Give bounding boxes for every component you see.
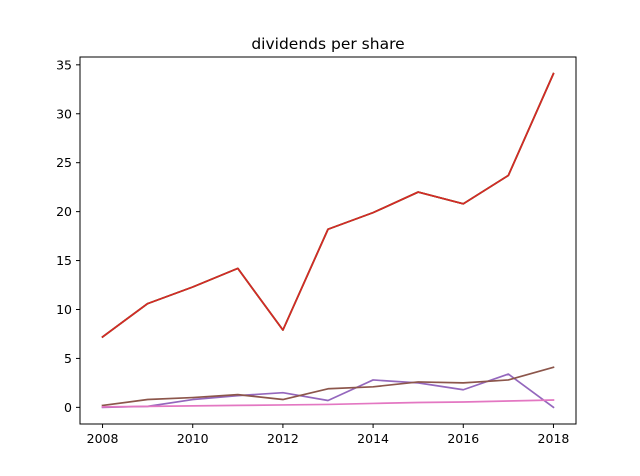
y-tick-label: 0: [64, 400, 72, 415]
series-line-4: [101, 72, 555, 339]
y-tick-label: 25: [56, 155, 72, 170]
x-tick-label: 2014: [357, 431, 389, 446]
chart-title: dividends per share: [251, 35, 404, 53]
series-line-6: [101, 366, 555, 407]
x-tick-label: 2008: [87, 431, 119, 446]
y-tick-label: 15: [56, 253, 72, 268]
series-line-1: [101, 72, 555, 339]
y-tick-label: 5: [64, 351, 72, 366]
series-line-3: [101, 72, 555, 339]
axes-layer: 2008 2010 2012 2014 2016 2018 0 5 10 15 20 25 30 35: [56, 56, 577, 446]
y-tick-label: 20: [56, 204, 72, 219]
plot-frame: [79, 56, 577, 425]
x-tick-label: 2012: [267, 431, 299, 446]
x-tick-label: 2016: [447, 431, 479, 446]
y-tick-label: 30: [56, 106, 72, 121]
x-tick-label: 2018: [538, 431, 570, 446]
series-line-2: [101, 72, 555, 339]
x-tick-label: 2010: [177, 431, 209, 446]
series-line-5: [101, 373, 555, 409]
y-tick-label: 10: [56, 302, 72, 317]
series-line-7: [101, 399, 555, 408]
y-tick-label: 35: [56, 57, 72, 72]
series-layer: [101, 72, 555, 409]
